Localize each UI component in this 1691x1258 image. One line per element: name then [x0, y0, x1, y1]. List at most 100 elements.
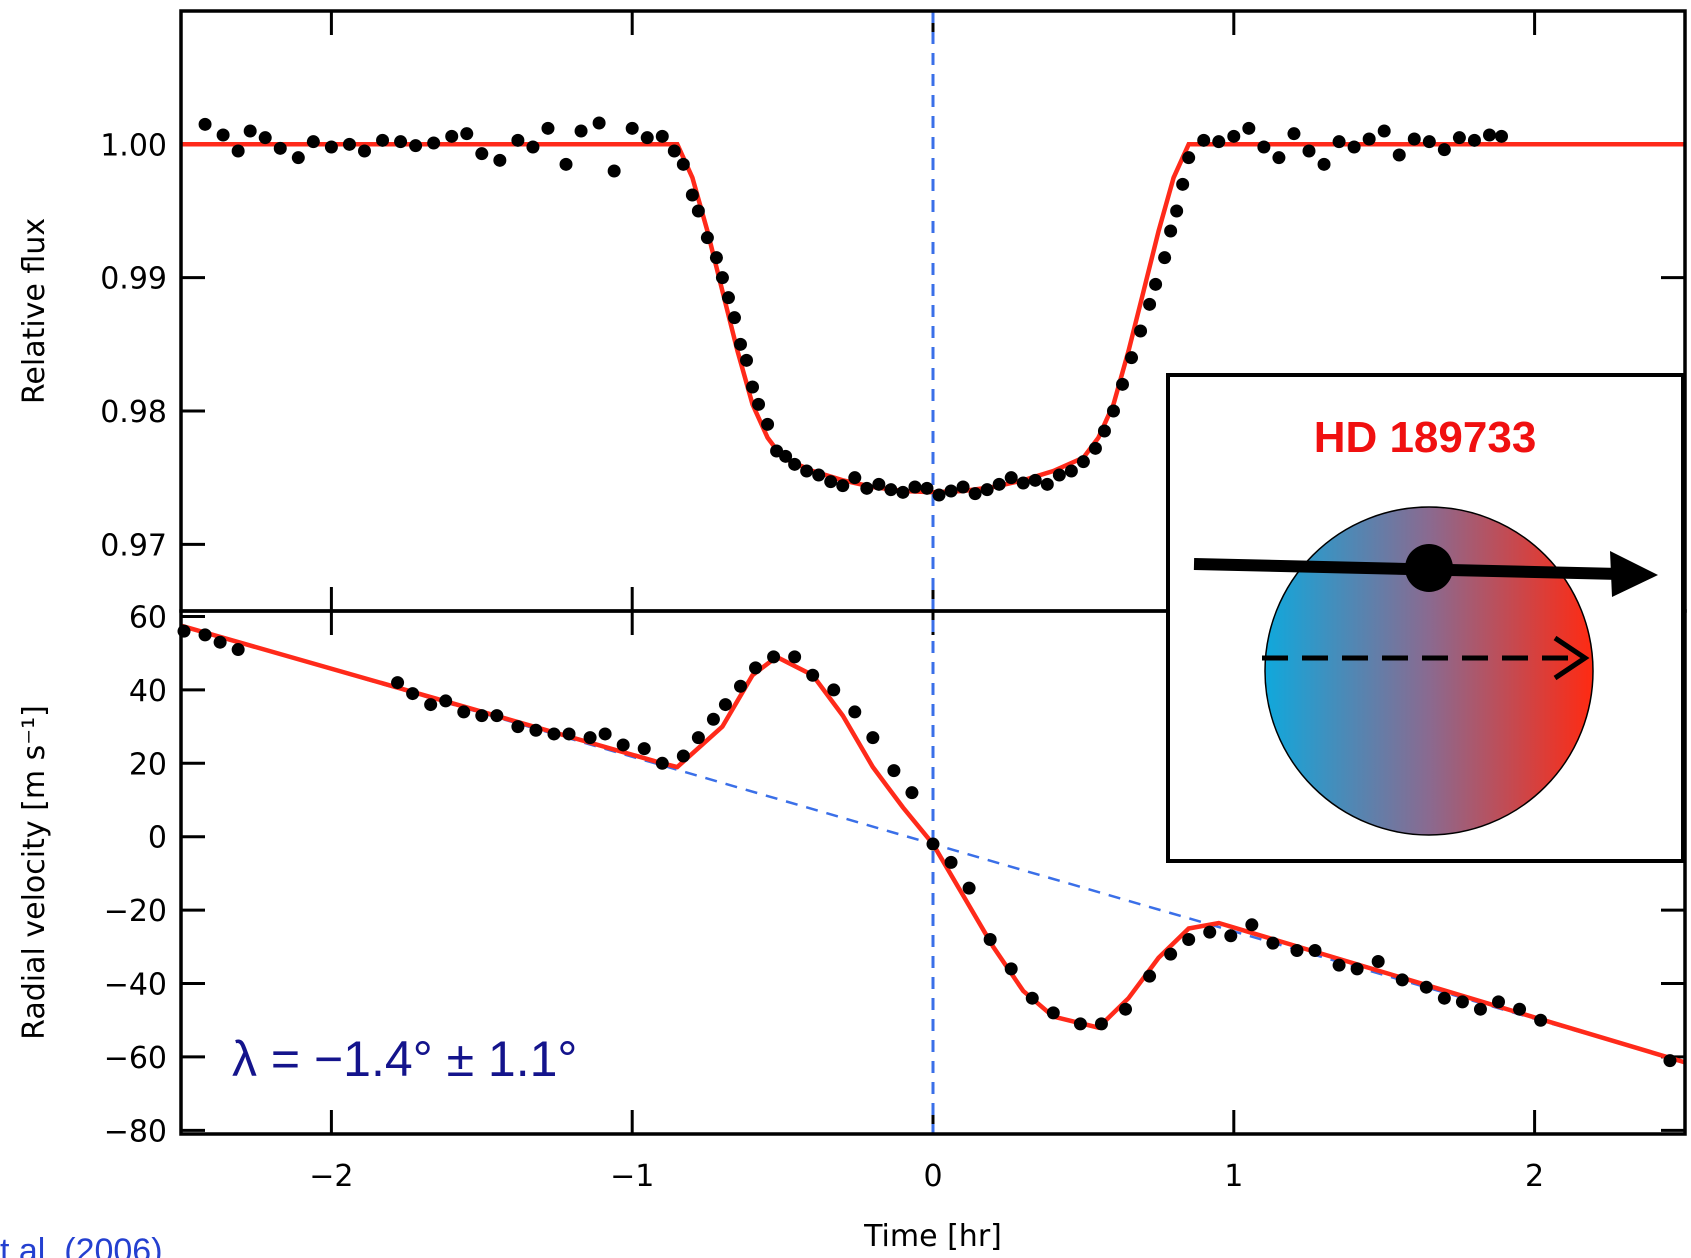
data-point — [616, 738, 630, 752]
data-point — [439, 694, 453, 708]
data-point — [983, 932, 997, 946]
data-point — [1094, 1017, 1108, 1031]
data-point — [706, 712, 720, 726]
data-point — [715, 271, 729, 285]
data-point — [1395, 973, 1409, 987]
data-point — [788, 457, 802, 471]
data-point — [905, 786, 919, 800]
data-point — [1308, 943, 1322, 957]
data-point — [1212, 135, 1226, 149]
data-point — [956, 480, 970, 494]
data-point — [357, 144, 371, 158]
data-point — [884, 483, 898, 497]
data-point — [749, 661, 763, 675]
data-point — [740, 353, 754, 367]
inset: HD 189733 — [1166, 373, 1685, 863]
data-point — [409, 139, 423, 153]
data-point — [1377, 124, 1391, 138]
data-point — [291, 151, 305, 165]
data-point — [592, 116, 606, 130]
data-point — [424, 698, 438, 712]
data-point — [752, 397, 766, 411]
data-point — [1164, 224, 1178, 238]
data-point — [511, 133, 525, 147]
data-point — [1332, 135, 1346, 149]
data-point — [445, 129, 459, 143]
data-point — [406, 687, 420, 701]
data-point — [746, 380, 760, 394]
y-tick-label: 40 — [129, 674, 167, 709]
data-point — [342, 137, 356, 151]
data-point — [1046, 1006, 1060, 1020]
data-point — [1143, 969, 1157, 983]
data-point — [1073, 1017, 1087, 1031]
data-point — [761, 417, 775, 431]
data-point — [574, 124, 588, 138]
inset-title: HD 189733 — [1314, 413, 1537, 462]
data-point — [827, 683, 841, 697]
data-point — [1176, 177, 1190, 191]
model-line — [181, 142, 1685, 495]
data-point — [460, 127, 474, 141]
data-point — [1203, 925, 1217, 939]
y-axis-label: Relative flux — [17, 218, 52, 404]
data-point — [896, 485, 910, 499]
data-point — [598, 727, 612, 741]
data-point — [1245, 918, 1259, 932]
y-tick-label: 0.97 — [100, 528, 167, 563]
data-point — [475, 709, 489, 723]
y-tick-label: 60 — [129, 601, 167, 636]
data-point — [1088, 441, 1102, 455]
y-tick-label: −60 — [104, 1041, 167, 1076]
data-point — [541, 121, 555, 135]
data-point — [1302, 144, 1316, 158]
data-point — [213, 635, 227, 649]
data-point — [1025, 991, 1039, 1005]
data-point — [655, 129, 669, 143]
data-point — [1257, 140, 1271, 154]
data-point — [1076, 455, 1090, 469]
data-point — [427, 136, 441, 150]
data-point — [908, 480, 922, 494]
y-tick-label: −80 — [104, 1114, 167, 1149]
data-point — [1016, 476, 1030, 490]
data-point — [1004, 471, 1018, 485]
data-point — [1064, 464, 1078, 478]
data-point — [607, 164, 621, 178]
data-point — [676, 749, 690, 763]
data-point — [1266, 936, 1280, 950]
data-point — [258, 131, 272, 145]
data-point — [718, 698, 732, 712]
data-point — [511, 720, 525, 734]
data-point — [1419, 980, 1433, 994]
data-point — [1106, 404, 1120, 418]
data-point — [932, 488, 946, 502]
data-point — [529, 723, 543, 737]
data-point — [866, 731, 880, 745]
data-point — [887, 764, 901, 778]
x-tick-label: −2 — [309, 1159, 353, 1194]
data-point — [1437, 991, 1451, 1005]
data-point — [968, 487, 982, 501]
data-point — [1227, 129, 1241, 143]
data-point — [394, 135, 408, 149]
data-point — [727, 311, 741, 325]
data-point — [1473, 1002, 1487, 1016]
data-point — [1272, 151, 1286, 165]
panel-frame — [179, 609, 1687, 1136]
data-point — [1362, 132, 1376, 146]
planet — [1405, 544, 1453, 592]
data-point — [944, 855, 958, 869]
spin-arrowhead — [1553, 635, 1590, 681]
data-point — [1170, 204, 1184, 218]
orbit-arrowhead — [1610, 551, 1658, 597]
data-point — [1052, 468, 1066, 482]
data-point — [243, 124, 257, 138]
data-point — [637, 742, 651, 756]
data-point — [1347, 140, 1361, 154]
data-point — [1028, 473, 1042, 487]
data-point — [625, 121, 639, 135]
data-point — [920, 481, 934, 495]
data-point — [1534, 1013, 1548, 1027]
